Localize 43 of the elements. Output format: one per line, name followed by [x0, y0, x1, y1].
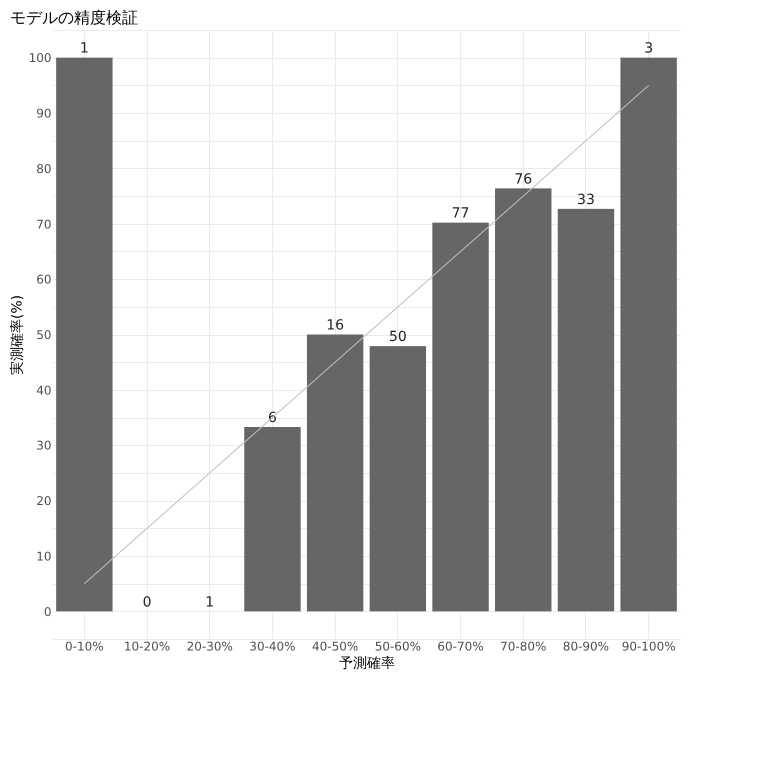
- bar: [370, 346, 426, 612]
- annotation: 0: [142, 594, 152, 610]
- x-tick-label: 80-90%: [562, 640, 610, 654]
- annotation: 33: [577, 192, 595, 208]
- annotation: 16: [326, 318, 344, 334]
- annotation: 77: [452, 206, 470, 222]
- x-tick-label: 60-70%: [437, 640, 484, 654]
- annotation: 1: [205, 594, 214, 610]
- x-tick-label: 90-100%: [622, 640, 676, 654]
- y-tick-label: 40: [36, 383, 52, 398]
- y-tick-label: 100: [28, 51, 52, 66]
- annotation: 6: [268, 410, 277, 426]
- line-series: [84, 84, 650, 584]
- x-tick-label: 30-40%: [249, 640, 296, 654]
- y-tick-label: 10: [36, 549, 52, 564]
- x-tick-label: 50-60%: [374, 640, 421, 654]
- bar: [306, 334, 364, 612]
- bar: [620, 58, 677, 612]
- y-tick-label: 0: [44, 604, 52, 619]
- x-tick-label: 20-30%: [186, 640, 233, 654]
- y-tick-label: 30: [36, 438, 52, 453]
- y-tick-label: 50: [36, 328, 52, 342]
- bar: [495, 188, 552, 612]
- annotation: 3: [644, 40, 654, 57]
- bar: [56, 58, 113, 612]
- bar: [432, 222, 489, 612]
- y-tick-label: 20: [36, 494, 52, 508]
- bar: [558, 208, 614, 612]
- y-tick-label: 80: [36, 162, 52, 176]
- chart-title: モデルの精度検証: [10, 8, 138, 27]
- x-tick-label: 0-10%: [65, 640, 104, 654]
- y-tick-label: 90: [36, 106, 52, 121]
- x-tick-label: 40-50%: [312, 640, 358, 654]
- annotation: 50: [388, 329, 407, 346]
- y-tick-label: 70: [36, 217, 52, 232]
- bar: [244, 426, 301, 612]
- x-tick-label: 10-20%: [124, 640, 170, 654]
- x-axis-title: 予測確率: [339, 656, 395, 672]
- y-tick-label: 60: [36, 272, 52, 287]
- annotation: 1: [80, 40, 89, 57]
- y-axis-title: 実測確率(%): [10, 294, 26, 376]
- x-tick-label: 70-80%: [500, 640, 546, 654]
- annotation: 76: [514, 171, 532, 188]
